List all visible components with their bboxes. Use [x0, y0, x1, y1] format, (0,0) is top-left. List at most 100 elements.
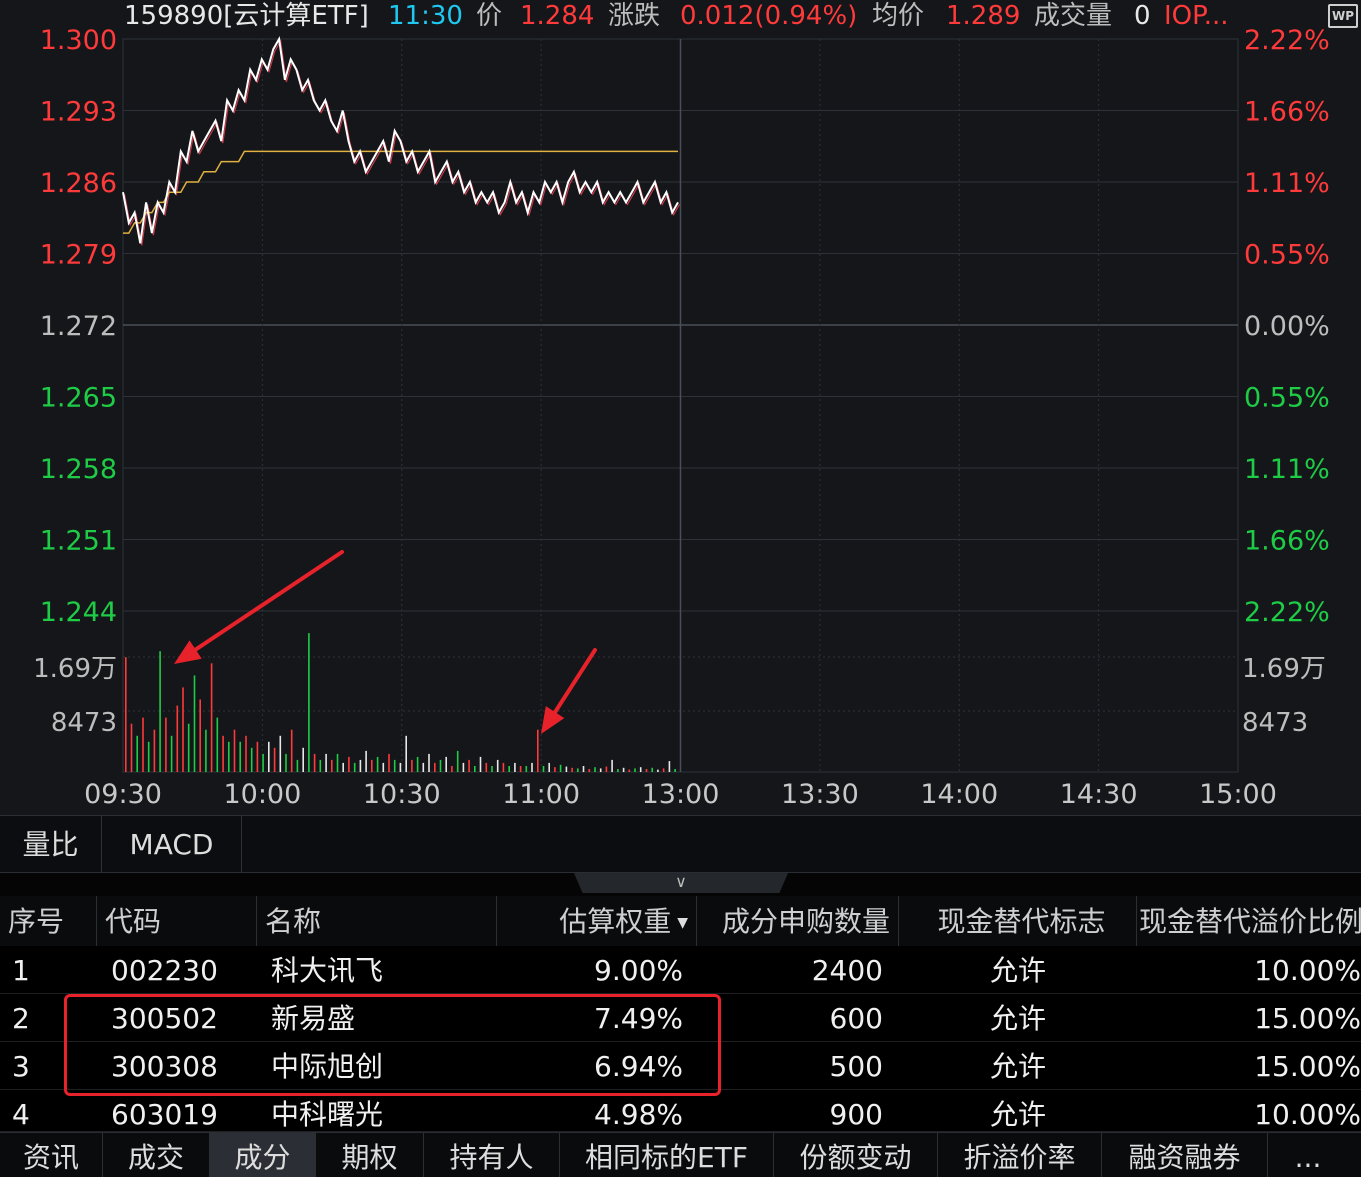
volume-bar [565, 766, 568, 772]
table-row[interactable]: 4 603019 中科曙光 4.98% 900 允许 10.00% [0, 1090, 1361, 1132]
column-header-quantity[interactable]: 成分申购数量 [697, 896, 899, 946]
more-tabs-button[interactable]: ... [1294, 1141, 1322, 1174]
volume-bar [245, 735, 247, 772]
volume-bar [199, 699, 201, 772]
volume-bar [193, 675, 196, 772]
tab-macd[interactable]: MACD [102, 816, 242, 873]
annotation-arrow-right-shaft [553, 648, 597, 715]
intraday-chart-panel[interactable]: 1.300 2.22% 1.293 1.66% 1.286 1.11% 1.279 0.55%… [0, 0, 1361, 815]
volume-bar [599, 768, 602, 772]
tab-options[interactable]: 期权 [316, 1133, 424, 1177]
volume-bar [634, 768, 636, 772]
volume-bar [537, 729, 539, 772]
price-value: 1.284 [520, 1, 595, 31]
tab-margin-trading[interactable]: 融资融券 [1102, 1133, 1268, 1177]
volume-bar [639, 767, 642, 772]
column-header-cash-flag[interactable]: 现金替代标志 [899, 896, 1137, 946]
tab-same-underlying-etf[interactable]: 相同标的ETF [560, 1133, 774, 1177]
volume-bar [502, 762, 505, 772]
volume-bar [519, 766, 522, 772]
volume-bar [508, 766, 510, 772]
column-header-premium[interactable]: 现金替代溢价比例 [1139, 905, 1361, 938]
volume-bar [170, 735, 173, 772]
tab-share-change[interactable]: 份额变动 [774, 1133, 938, 1177]
volume-bar [319, 759, 322, 772]
panel-splitter[interactable]: ∨ [0, 872, 1361, 896]
column-header-weight[interactable]: 估算权重 ▼ [497, 896, 697, 946]
volume-axis-label: 1.69万 [33, 654, 117, 684]
volume-bar [371, 759, 373, 772]
sort-desc-icon: ▼ [677, 915, 688, 931]
volume-bar [451, 766, 453, 772]
change-label: 涨跌 [608, 1, 661, 31]
tab-news[interactable]: 资讯 [0, 1133, 103, 1177]
cell-premium: 10.00% [1254, 954, 1361, 987]
volume-bar [136, 735, 138, 772]
cell-no: 4 [12, 1098, 30, 1131]
volume-bar [645, 769, 648, 772]
column-header-no[interactable]: 序号 [0, 896, 97, 946]
volume-bar [622, 767, 625, 772]
cell-name: 中科曙光 [271, 1098, 384, 1131]
volume-bar [222, 735, 224, 772]
intraday-chart[interactable]: 1.300 2.22% 1.293 1.66% 1.286 1.11% 1.279 0.55%… [0, 0, 1361, 815]
volume-bar [388, 753, 390, 772]
volume-bar [239, 741, 241, 772]
volume-bar [147, 741, 150, 772]
security-code-name: 159890[云计算ETF] [124, 1, 369, 31]
cell-no: 1 [12, 954, 30, 987]
volume-bar [233, 729, 236, 772]
pct-axis-label: 1.66% [1244, 526, 1330, 557]
column-header-code[interactable]: 代码 [97, 896, 257, 946]
table-row[interactable]: 1 002230 科大讯飞 9.00% 2400 允许 10.00% [0, 946, 1361, 994]
volume-bar [153, 729, 156, 772]
table-row[interactable]: 3 300308 中际旭创 6.94% 500 允许 15.00% [0, 1042, 1361, 1090]
volume-bar [411, 759, 413, 772]
cell-name: 新易盛 [271, 1002, 356, 1035]
volume-bar [273, 747, 276, 772]
tab-trades[interactable]: 成交 [103, 1133, 210, 1177]
wp-icon[interactable]: WP [1328, 4, 1358, 28]
cell-premium: 15.00% [1254, 1002, 1361, 1035]
column-header-name[interactable]: 名称 [257, 896, 497, 946]
cell-premium: 15.00% [1254, 1050, 1361, 1083]
quote-time: 11:30 [388, 1, 463, 31]
cell-cash-flag: 允许 [989, 954, 1046, 987]
avg-price-line [123, 150, 678, 234]
volume-axis-label: 8473 [1242, 708, 1308, 738]
volume-bar [313, 753, 316, 772]
avg-price-value: 1.289 [946, 1, 1021, 31]
cell-weight: 7.49% [594, 1002, 683, 1035]
volume-bar [554, 767, 556, 772]
volume-bar [422, 762, 425, 772]
chevron-down-icon[interactable]: ∨ [574, 873, 788, 893]
quote-header: 159890[云计算ETF] 11:30 价 1.284 涨跌 0.012(0.… [0, 0, 1361, 36]
pct-axis-label: 2.22% [1244, 597, 1330, 628]
volume-bar [279, 735, 282, 772]
volume-bar [342, 762, 344, 772]
avg-price-label: 均价 [872, 1, 925, 31]
cell-cash-flag: 允许 [989, 1098, 1046, 1131]
tab-components[interactable]: 成分 [210, 1133, 316, 1177]
volume-bar [479, 756, 482, 772]
volume-bar [439, 759, 442, 772]
pct-axis-label: 1.66% [1244, 97, 1330, 128]
tab-volume-ratio[interactable]: 量比 [0, 816, 102, 873]
volume-bar [514, 762, 516, 772]
volume-bar [336, 753, 339, 772]
volume-bar [296, 759, 299, 772]
x-tick-label: 10:30 [363, 779, 441, 810]
volume-bar [399, 762, 402, 772]
volume-bar [491, 766, 493, 772]
cell-code: 603019 [111, 1098, 218, 1131]
price-axis-label: 1.251 [40, 526, 117, 557]
volume-bar [216, 717, 219, 772]
table-row[interactable]: 2 300502 新易盛 7.49% 600 允许 15.00% [0, 994, 1361, 1042]
volume-bar [662, 768, 665, 772]
tab-premium-rate[interactable]: 折溢价率 [938, 1133, 1102, 1177]
tab-holders[interactable]: 持有人 [424, 1133, 560, 1177]
cell-cash-flag: 允许 [989, 1050, 1046, 1083]
cell-quantity: 2400 [811, 954, 883, 987]
volume-bar [382, 762, 385, 772]
volume-bar [142, 717, 144, 772]
